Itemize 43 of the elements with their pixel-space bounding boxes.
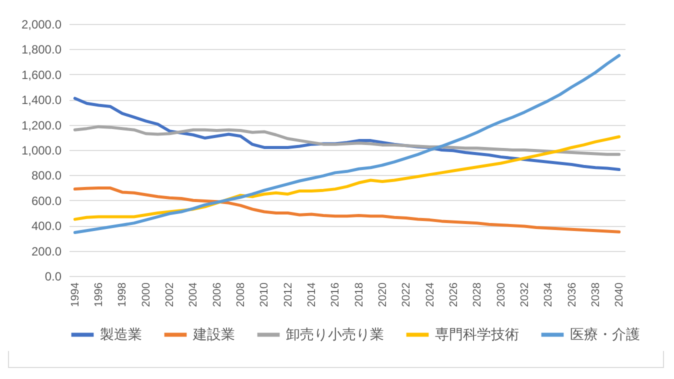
x-tick-label: 2014 (306, 282, 318, 307)
x-tick-label: 1994 (69, 282, 82, 307)
x-tick-label: 1996 (93, 282, 106, 307)
x-tick-label: 2012 (282, 282, 294, 307)
x-tick-label: 2038 (590, 282, 602, 307)
line-series (73, 54, 621, 234)
x-tick-label: 2028 (472, 282, 484, 307)
legend-label: 製造業 (100, 326, 142, 342)
x-tick-label: 2000 (140, 282, 152, 307)
line-series (73, 186, 621, 234)
y-tick-label: 2,000.0 (21, 18, 62, 32)
x-tick-label: 2004 (188, 282, 200, 307)
y-tick-label: 1,000.0 (21, 144, 62, 158)
y-tick-label: 800.0 (31, 168, 62, 183)
legend-label: 医療・介護 (570, 326, 640, 342)
x-tick-label: 2010 (258, 282, 271, 307)
legend-label: 専門科学技術 (435, 326, 519, 342)
y-tick-label: 1,800.0 (21, 42, 62, 57)
x-tick-label: 2036 (566, 282, 578, 307)
x-tick-label: 2002 (164, 282, 176, 307)
y-tick-label: 400.0 (31, 219, 62, 234)
y-tick-label: 1,200.0 (21, 118, 62, 132)
x-tick-label: 2022 (400, 282, 413, 307)
x-tick-label: 1998 (116, 282, 129, 307)
legend-label: 建設業 (192, 326, 235, 342)
x-tick-label: 2040 (614, 282, 626, 307)
x-tick-label: 2026 (448, 282, 460, 307)
x-tick-label: 2032 (518, 282, 531, 307)
x-tick-label: 2016 (330, 282, 342, 307)
x-tick-label: 2020 (376, 282, 389, 307)
x-tick-label: 2034 (542, 282, 555, 307)
y-tick-label: 600.0 (31, 194, 62, 208)
x-tick-label: 2008 (235, 282, 248, 307)
y-tick-label: 0.0 (44, 270, 62, 284)
legend-label: 卸売り小売り業 (286, 326, 384, 342)
x-tick-label: 2024 (424, 282, 436, 307)
y-tick-label: 1,400.0 (21, 93, 62, 108)
line-series (73, 125, 621, 156)
x-tick-label: 2030 (495, 282, 508, 307)
x-tick-label: 2018 (353, 282, 366, 307)
y-tick-label: 1,600.0 (21, 68, 62, 82)
x-tick-label: 2006 (211, 282, 224, 307)
y-tick-label: 200.0 (31, 244, 62, 258)
